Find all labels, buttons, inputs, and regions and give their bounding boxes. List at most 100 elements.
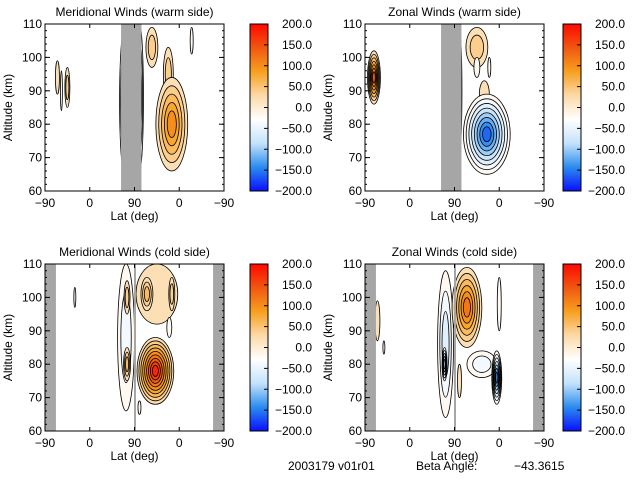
x-tick-label: 0 bbox=[406, 196, 413, 210]
no-data-band bbox=[533, 264, 544, 431]
contour-level bbox=[457, 363, 462, 398]
x-axis-label: Lat (deg) bbox=[430, 449, 478, 463]
no-data-band bbox=[365, 264, 376, 431]
colorbar-tick-label: −100.0 bbox=[588, 382, 625, 396]
colorbar-tick-label: −200.0 bbox=[588, 184, 625, 198]
footer-beta-value: −43.3615 bbox=[514, 459, 565, 473]
contour-level bbox=[60, 70, 63, 112]
colorbar-tick-label: 100.0 bbox=[595, 299, 625, 313]
contour-feature bbox=[463, 93, 511, 175]
contour-level bbox=[372, 71, 376, 84]
colorbar-tick-label: −50.0 bbox=[595, 361, 626, 375]
contour-feature bbox=[451, 266, 483, 348]
contour-level bbox=[147, 34, 156, 61]
contour-level bbox=[495, 371, 499, 384]
contour-feature bbox=[155, 77, 189, 172]
contour-feature bbox=[168, 276, 176, 312]
contour-feature bbox=[465, 26, 489, 68]
contour-plot-area bbox=[45, 24, 224, 191]
y-tick-label: 100 bbox=[342, 50, 362, 64]
colorbar-tick-label: 50.0 bbox=[602, 320, 626, 334]
x-tick-label: −90 bbox=[355, 196, 376, 210]
x-tick-label: −90 bbox=[35, 436, 56, 450]
y-tick-label: 80 bbox=[349, 117, 363, 131]
contour-feature bbox=[136, 337, 175, 405]
contour-feature bbox=[55, 60, 60, 95]
x-tick-label: −90 bbox=[355, 436, 376, 450]
colorbar-tick-label: 150.0 bbox=[595, 38, 625, 52]
contour-level bbox=[469, 34, 485, 61]
contour-level bbox=[166, 110, 177, 138]
colorbar-tick-label: 200.0 bbox=[282, 257, 312, 271]
contour-feature bbox=[137, 400, 142, 415]
y-tick-label: 80 bbox=[29, 117, 43, 131]
y-tick-label: 60 bbox=[29, 424, 43, 438]
colorbar-tick-label: 150.0 bbox=[595, 278, 625, 292]
colorbar-tick-label: 200.0 bbox=[282, 17, 312, 31]
y-axis-label: Altitude (km) bbox=[1, 314, 15, 381]
y-tick-label: 90 bbox=[29, 84, 43, 98]
contour-plot-area bbox=[45, 264, 224, 431]
y-tick-label: 90 bbox=[349, 324, 363, 338]
colorbar-tick-label: −200.0 bbox=[275, 424, 312, 438]
contour-feature bbox=[73, 286, 77, 308]
contour-level bbox=[73, 286, 77, 308]
panel-3: Meridional Winds (cold side) −90 0 90 0 −90 La… bbox=[1, 245, 312, 463]
y-axis-label: Altitude (km) bbox=[321, 314, 335, 381]
colorbar-tick-label: 0.0 bbox=[295, 341, 312, 355]
contour-feature bbox=[189, 26, 194, 55]
y-tick-label: 90 bbox=[349, 84, 363, 98]
y-tick-label: 70 bbox=[349, 391, 363, 405]
contour-feature bbox=[487, 56, 492, 78]
x-axis-label: Lat (deg) bbox=[110, 209, 158, 223]
colorbar-tick-label: 50.0 bbox=[289, 80, 313, 94]
colorbar-tick-label: −150.0 bbox=[588, 163, 625, 177]
contour-feature bbox=[64, 67, 71, 108]
contour-level bbox=[143, 286, 150, 302]
x-tick-label: 0 bbox=[86, 196, 93, 210]
y-axis-label: Altitude (km) bbox=[321, 74, 335, 141]
colorbar-tick-label: 0.0 bbox=[295, 101, 312, 115]
x-tick-label: 90 bbox=[448, 196, 462, 210]
contour-feature bbox=[123, 347, 131, 382]
y-tick-label: 60 bbox=[349, 424, 363, 438]
contour-level bbox=[189, 26, 194, 55]
colorbar-tick-label: 200.0 bbox=[595, 17, 625, 31]
contour-level bbox=[382, 340, 386, 355]
y-tick-label: 110 bbox=[23, 257, 42, 271]
contour-level bbox=[124, 286, 130, 309]
x-tick-label: 0 bbox=[86, 436, 93, 450]
x-tick-label: 90 bbox=[128, 436, 142, 450]
colorbar-tick-label: −150.0 bbox=[275, 403, 312, 417]
colorbar-tick-label: 100.0 bbox=[282, 299, 312, 313]
contour-level bbox=[137, 400, 142, 415]
panel-1: Meridional Winds (warm side) −90 0 90 0 −90 La… bbox=[1, 5, 312, 223]
contour-plot-area bbox=[365, 24, 544, 191]
no-data-band bbox=[454, 264, 457, 431]
x-tick-label: 0 bbox=[496, 196, 503, 210]
x-tick-label: −90 bbox=[534, 196, 555, 210]
y-tick-label: 60 bbox=[29, 184, 43, 198]
colorbar-tick-label: −200.0 bbox=[588, 424, 625, 438]
x-tick-label: −90 bbox=[534, 436, 555, 450]
x-tick-label: 0 bbox=[176, 436, 183, 450]
contour-level bbox=[166, 317, 173, 338]
y-tick-label: 100 bbox=[22, 290, 42, 304]
contour-level bbox=[462, 297, 471, 318]
contour-level bbox=[473, 56, 481, 78]
y-tick-label: 110 bbox=[343, 257, 362, 271]
no-data-band bbox=[134, 264, 137, 431]
x-tick-label: 0 bbox=[406, 436, 413, 450]
contour-level bbox=[487, 56, 492, 78]
colorbar-tick-label: −50.0 bbox=[282, 361, 313, 375]
contour-feature bbox=[491, 350, 503, 405]
y-tick-label: 90 bbox=[29, 324, 43, 338]
panel-4: Zonal Winds (cold side) −90 0 90 0 −90 Lat (de… bbox=[321, 245, 625, 463]
no-data-band bbox=[441, 24, 462, 191]
y-tick-label: 100 bbox=[22, 50, 42, 64]
colorbar-tick-label: −150.0 bbox=[275, 163, 312, 177]
contour-feature bbox=[123, 280, 131, 315]
y-tick-label: 70 bbox=[29, 151, 43, 165]
x-tick-label: −90 bbox=[214, 196, 235, 210]
contour-level bbox=[443, 359, 446, 370]
